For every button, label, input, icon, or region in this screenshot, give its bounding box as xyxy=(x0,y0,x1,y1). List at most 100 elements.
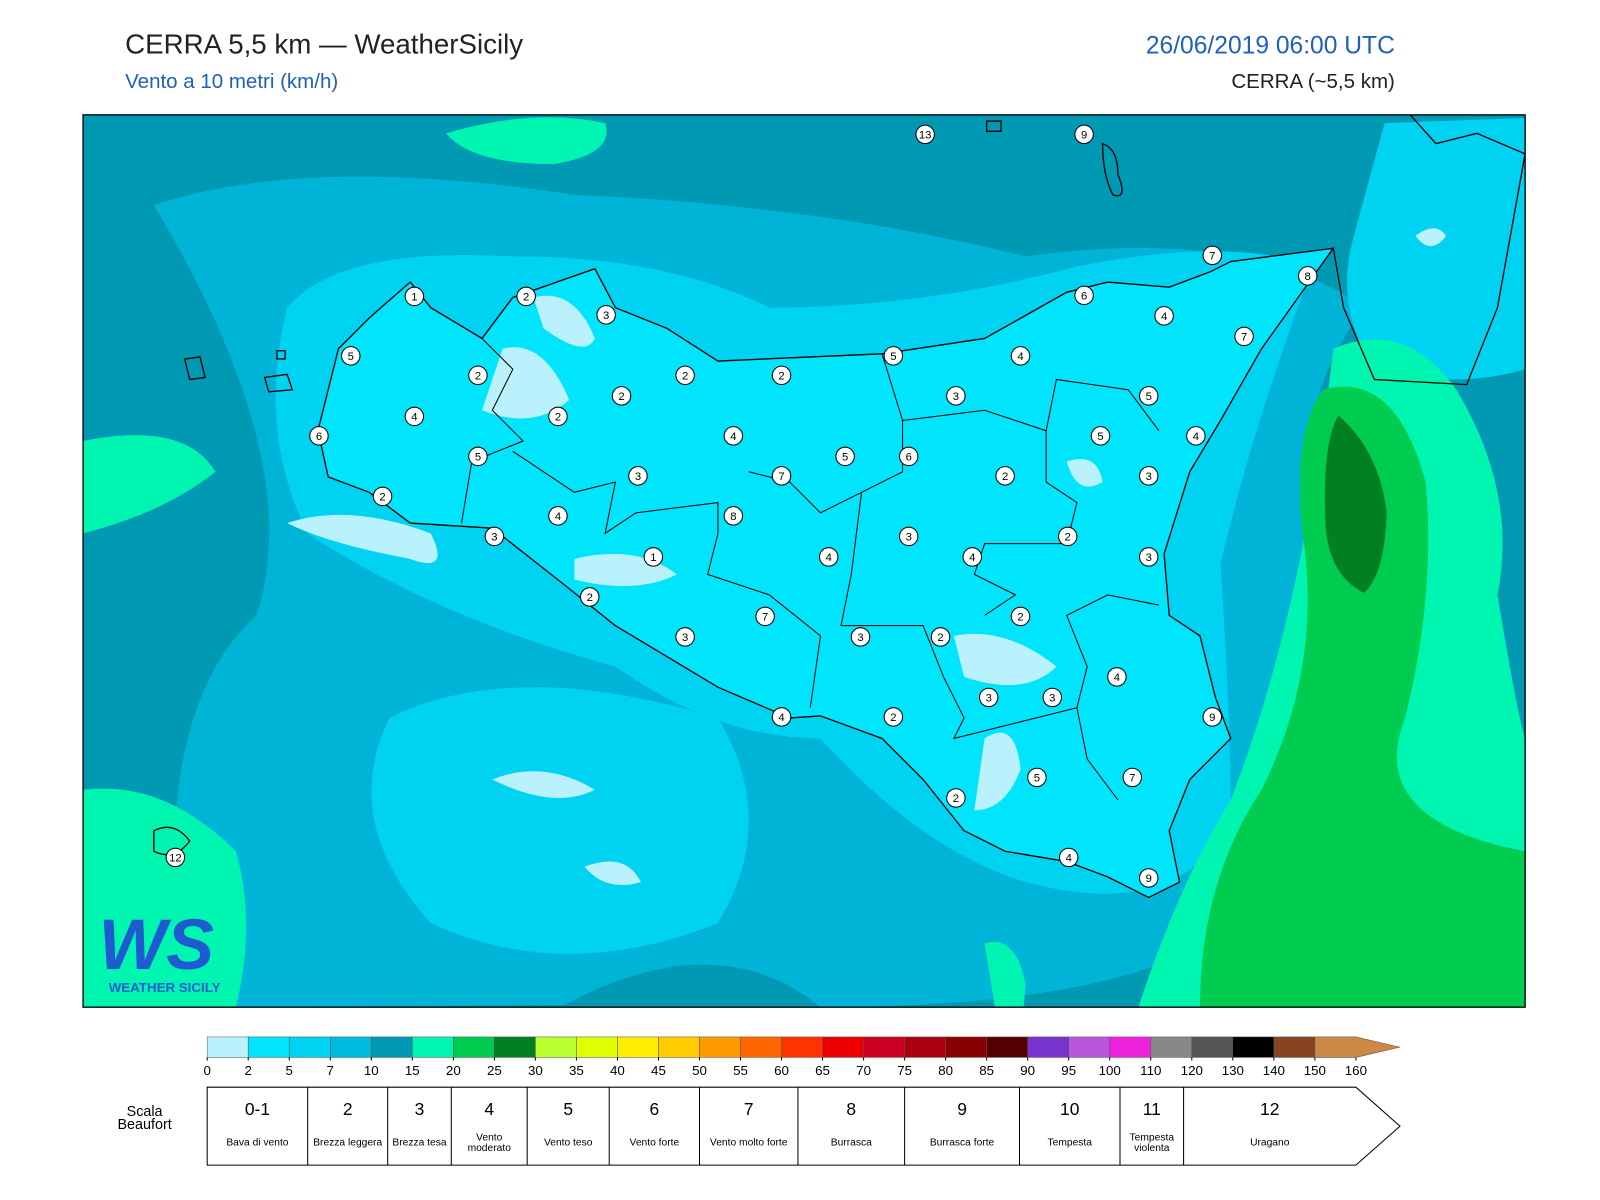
station-value: 2 xyxy=(379,492,385,504)
station-marker xyxy=(771,707,792,727)
station-value: 4 xyxy=(411,412,417,424)
station-value: 4 xyxy=(969,552,975,564)
station-marker xyxy=(516,286,536,307)
station-marker xyxy=(850,627,871,647)
station-marker xyxy=(341,346,361,366)
station-marker xyxy=(309,426,329,446)
station-marker xyxy=(930,627,951,647)
wind-zone xyxy=(1347,117,1526,380)
station-value: 5 xyxy=(1034,773,1040,785)
color-bin xyxy=(535,1036,577,1058)
station-marker xyxy=(675,365,695,386)
station-marker xyxy=(1202,245,1223,266)
tick-label: 150 xyxy=(1304,1063,1326,1078)
tick-label: 120 xyxy=(1181,1063,1203,1078)
color-bin xyxy=(781,1036,823,1058)
station-marker xyxy=(165,847,186,868)
station-value: 6 xyxy=(1081,290,1087,302)
colorbar: 0 2 5 7 10 15 20 25 30 35 40 45 50 55 60 65 70 75 80 85 90 95… xyxy=(203,1036,1401,1078)
tick-label: 10 xyxy=(364,1063,379,1078)
station-value: 4 xyxy=(1114,672,1120,684)
beaufort-desc-box: Vento molto forte xyxy=(710,1138,788,1148)
station-marker xyxy=(611,386,632,406)
station-value: 2 xyxy=(937,632,943,644)
beaufort-desc: Vento teso xyxy=(543,1137,593,1149)
tick-label: 2 xyxy=(244,1063,251,1078)
logo-mark: WS xyxy=(98,905,214,985)
islands xyxy=(153,120,1123,856)
station-marker xyxy=(915,124,935,145)
beaufort-force: 11 xyxy=(1143,1099,1161,1119)
station-value: 3 xyxy=(1049,693,1055,705)
province-borders xyxy=(461,338,1160,801)
station-marker xyxy=(1058,847,1079,868)
beaufort-desc: Bava di vento xyxy=(226,1137,289,1149)
tick-label: 0 xyxy=(203,1063,210,1078)
station-value: 9 xyxy=(1081,129,1087,141)
tick-label: 80 xyxy=(938,1063,953,1078)
subtitle: Vento a 10 metri (km/h) xyxy=(125,70,338,93)
station-value: 8 xyxy=(730,511,736,523)
color-bin xyxy=(1232,1036,1275,1058)
station-value: 4 xyxy=(1017,351,1023,363)
tick-label: 45 xyxy=(651,1063,666,1078)
sicily xyxy=(317,247,1335,899)
station-marker xyxy=(818,547,839,567)
station-marker xyxy=(1138,868,1159,888)
color-bin xyxy=(1150,1036,1193,1058)
beaufort-desc-box: Burrasca forte xyxy=(930,1138,994,1148)
station-marker xyxy=(946,788,966,808)
station-marker xyxy=(755,606,775,627)
tick-label: 85 xyxy=(979,1063,994,1078)
beaufort-desc: Vento moderato xyxy=(467,1132,511,1154)
beaufort-force: 4 xyxy=(484,1099,494,1119)
station-value: 2 xyxy=(1017,612,1023,624)
station-marker xyxy=(596,305,616,325)
calabria xyxy=(1332,114,1526,386)
station-value: 1 xyxy=(650,552,656,564)
color-bin xyxy=(453,1036,495,1058)
station-marker xyxy=(1090,426,1111,446)
beaufort-desc: Burrasca xyxy=(830,1137,872,1149)
beaufort-force: 12 xyxy=(1260,1099,1279,1119)
wind-zone xyxy=(1200,386,1526,1008)
tick-label: 95 xyxy=(1061,1063,1076,1078)
station-marker xyxy=(1186,426,1206,446)
tick-label: 140 xyxy=(1263,1063,1285,1078)
station-marker xyxy=(1122,767,1143,788)
station-marker xyxy=(548,406,568,427)
station-value: 2 xyxy=(587,592,593,604)
color-bin xyxy=(576,1036,618,1058)
tick-label: 7 xyxy=(327,1063,334,1078)
tick-label: 50 xyxy=(692,1063,707,1078)
station-value: 2 xyxy=(1002,471,1008,483)
beaufort-desc-box: Tempesta xyxy=(1048,1138,1092,1148)
station-value: 7 xyxy=(1129,773,1135,785)
station-value: 7 xyxy=(1241,332,1247,344)
station-marker xyxy=(835,446,855,467)
station-value: 2 xyxy=(682,370,688,382)
color-bin xyxy=(412,1036,454,1058)
color-bin xyxy=(494,1036,536,1058)
station-value: 4 xyxy=(778,712,784,724)
station-marker xyxy=(548,506,568,526)
color-bin xyxy=(986,1036,1028,1058)
color-bin xyxy=(863,1036,905,1058)
station-value: 7 xyxy=(762,612,768,624)
station-value: 2 xyxy=(523,292,529,304)
tick-label: 110 xyxy=(1140,1063,1161,1078)
wind-zone xyxy=(83,435,216,534)
station-value: 2 xyxy=(778,370,784,382)
tick-label: 70 xyxy=(856,1063,871,1078)
station-value: 3 xyxy=(603,310,609,322)
wind-zone xyxy=(83,788,247,1008)
station-marker xyxy=(723,426,744,446)
color-bin xyxy=(206,1036,249,1058)
station-value: 3 xyxy=(635,471,641,483)
color-bin xyxy=(1314,1036,1401,1058)
title: CERRA 5,5 km — WeatherSicily xyxy=(125,28,523,59)
color-bin xyxy=(658,1036,700,1058)
beaufort-label: Scala Beaufort xyxy=(117,1104,171,1133)
station-marker xyxy=(771,466,792,486)
